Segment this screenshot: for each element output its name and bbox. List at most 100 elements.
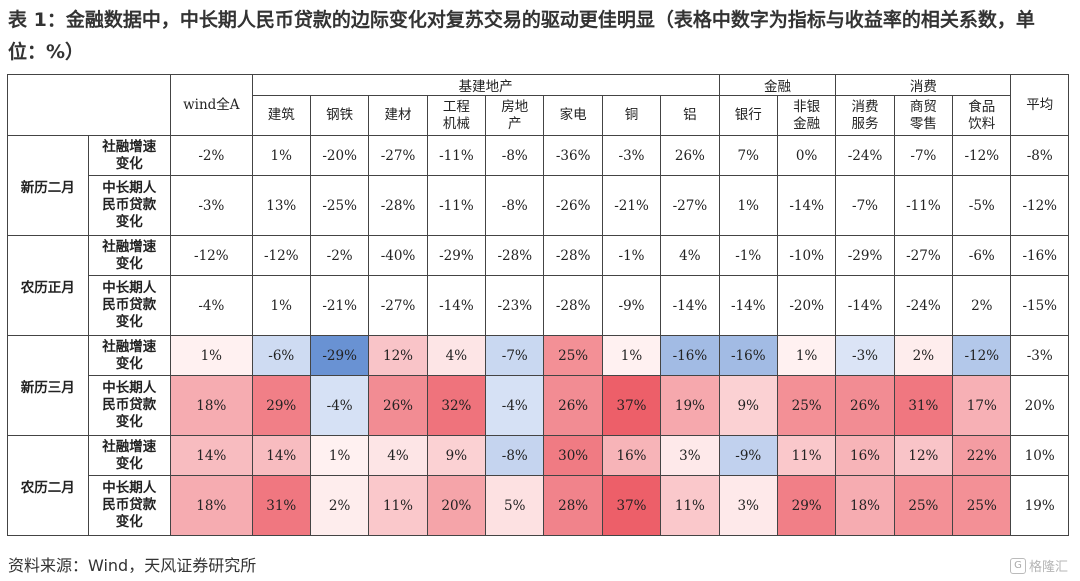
- value-cell-fdc: -8%: [485, 435, 545, 476]
- value-cell-jd: 28%: [543, 475, 603, 536]
- col-header-tong: 铜: [601, 95, 662, 136]
- value-cell-xf: -24%: [835, 135, 895, 176]
- corner-cell: [6, 74, 172, 136]
- col-header-lv: 铝: [660, 95, 720, 136]
- table-row: 中长期人 民币贷款 变化 18% 31% 2% 11% 20% 5% 28% 37% 11% 3% 2…: [8, 475, 1069, 536]
- value-cell-avg: -8%: [1010, 135, 1069, 176]
- period-label: 新历二月: [7, 135, 89, 236]
- value-cell-lv: 4%: [660, 235, 720, 276]
- value-cell-avg: -16%: [1010, 235, 1069, 276]
- value-cell-fy: 29%: [776, 475, 837, 536]
- value-cell-jd: -28%: [543, 275, 603, 336]
- table-row: 中长期人 民币贷款 变化 18% 29% -4% 26% 32% -4% 26% 37% 19% 9…: [8, 375, 1069, 436]
- value-cell-tong: -21%: [601, 175, 662, 236]
- table-row: 中长期人 民币贷款 变化 -3% 13% -25% -28% -11% -8% -26% -21…: [8, 175, 1069, 236]
- indicator-label: 中长期人 民币贷款 变化: [87, 475, 172, 536]
- value-cell-yh: 3%: [718, 475, 778, 536]
- value-cell-gt: 1%: [309, 435, 370, 476]
- value-cell-fdc: -7%: [485, 335, 545, 376]
- value-cell-jz: 13%: [251, 175, 311, 236]
- value-cell-gt: -2%: [309, 235, 370, 276]
- col-header-yh: 银行: [718, 95, 778, 136]
- value-cell-gt: -25%: [309, 175, 370, 236]
- value-cell-tong: 37%: [601, 475, 662, 536]
- value-cell-sm: 25%: [893, 475, 954, 536]
- group-header-consume: 消费: [835, 74, 1012, 96]
- table-row: 新历二月 社融增速 变化 -2% 1% -20% -27% -11% -8% -36% -3% 26…: [7, 135, 1069, 236]
- value-cell-gt: -21%: [309, 275, 370, 336]
- value-cell-fy: 25%: [776, 375, 837, 436]
- value-cell-sp: -12%: [952, 335, 1012, 376]
- group-header-infra: 基建地产: [251, 74, 720, 96]
- value-cell-yh: -14%: [718, 275, 778, 336]
- value-cell-jd: 30%: [543, 435, 603, 476]
- value-cell-xf: -14%: [835, 275, 895, 336]
- correlation-table: wind全A 基建地产 金融 消费 平均 建筑 钢铁 建材 工程 机械 房地 产家电铜铝银行 非银 …: [6, 74, 1069, 536]
- value-cell-xf: 18%: [835, 475, 895, 536]
- col-header-wind: wind全A: [170, 74, 253, 136]
- value-cell-wind: -4%: [170, 275, 253, 336]
- indicator-label: 社融增速 变化: [87, 335, 172, 376]
- indicator-label: 中长期人 民币贷款 变化: [87, 175, 172, 236]
- value-cell-wind: -3%: [170, 175, 253, 236]
- value-cell-xf: -29%: [835, 235, 895, 276]
- value-cell-sp: 25%: [952, 475, 1012, 536]
- value-cell-wind: 1%: [170, 335, 253, 376]
- source-note: 资料来源：Wind，天风证券研究所: [8, 556, 257, 575]
- value-cell-fdc: -8%: [485, 175, 545, 236]
- value-cell-lv: -16%: [660, 335, 720, 376]
- value-cell-tong: -1%: [601, 235, 662, 276]
- col-header-sp: 食品 饮料: [952, 95, 1012, 136]
- value-cell-yh: 9%: [718, 375, 778, 436]
- value-cell-tong: 1%: [601, 335, 662, 376]
- value-cell-jz: 29%: [251, 375, 311, 436]
- value-cell-avg: 10%: [1010, 435, 1069, 476]
- value-cell-jd: -28%: [543, 235, 603, 276]
- value-cell-yh: -1%: [718, 235, 778, 276]
- value-cell-yh: -16%: [718, 335, 778, 376]
- value-cell-jz: 31%: [251, 475, 311, 536]
- value-cell-fdc: 5%: [485, 475, 545, 536]
- value-cell-jz: -12%: [251, 235, 311, 276]
- value-cell-wind: -12%: [170, 235, 253, 276]
- indicator-label: 中长期人 民币贷款 变化: [87, 375, 172, 436]
- value-cell-sp: -6%: [952, 235, 1012, 276]
- value-cell-avg: -15%: [1010, 275, 1069, 336]
- value-cell-sm: 12%: [893, 435, 954, 476]
- value-cell-fy: -20%: [776, 275, 837, 336]
- value-cell-wind: 18%: [170, 375, 253, 436]
- value-cell-lv: 26%: [660, 135, 720, 176]
- value-cell-jc: 12%: [368, 335, 428, 376]
- value-cell-sp: 17%: [952, 375, 1012, 436]
- value-cell-avg: -12%: [1010, 175, 1069, 236]
- col-header-fdc: 房地 产: [485, 95, 545, 136]
- group-header-finance: 金融: [718, 74, 837, 96]
- value-cell-jd: 25%: [543, 335, 603, 376]
- value-cell-sp: 2%: [952, 275, 1012, 336]
- indicator-label: 社融增速 变化: [87, 135, 172, 176]
- watermark-text: 格隆汇: [1028, 560, 1068, 575]
- value-cell-jc: 4%: [368, 435, 428, 476]
- value-cell-fdc: -8%: [485, 135, 545, 176]
- value-cell-gc: 9%: [426, 435, 487, 476]
- value-cell-jc: 11%: [368, 475, 428, 536]
- value-cell-tong: -9%: [601, 275, 662, 336]
- value-cell-gc: -29%: [426, 235, 487, 276]
- value-cell-wind: 14%: [170, 435, 253, 476]
- value-cell-fy: -10%: [776, 235, 837, 276]
- value-cell-avg: 19%: [1010, 475, 1069, 536]
- value-cell-jc: -27%: [368, 275, 428, 336]
- period-label: 新历三月: [7, 335, 89, 436]
- value-cell-fy: 11%: [776, 435, 837, 476]
- value-cell-jc: 26%: [368, 375, 428, 436]
- value-cell-jz: -6%: [251, 335, 311, 376]
- value-cell-gc: -11%: [426, 135, 487, 176]
- value-cell-avg: -3%: [1010, 335, 1069, 376]
- value-cell-lv: 3%: [660, 435, 720, 476]
- value-cell-xf: -7%: [835, 175, 895, 236]
- table-title: 表 1：金融数据中，中长期人民币贷款的边际变化对复苏交易的驱动更佳明显（表格中数…: [8, 9, 1035, 63]
- value-cell-jd: -36%: [543, 135, 603, 176]
- value-cell-jz: 14%: [251, 435, 311, 476]
- value-cell-fy: -14%: [776, 175, 837, 236]
- value-cell-gc: 20%: [426, 475, 487, 536]
